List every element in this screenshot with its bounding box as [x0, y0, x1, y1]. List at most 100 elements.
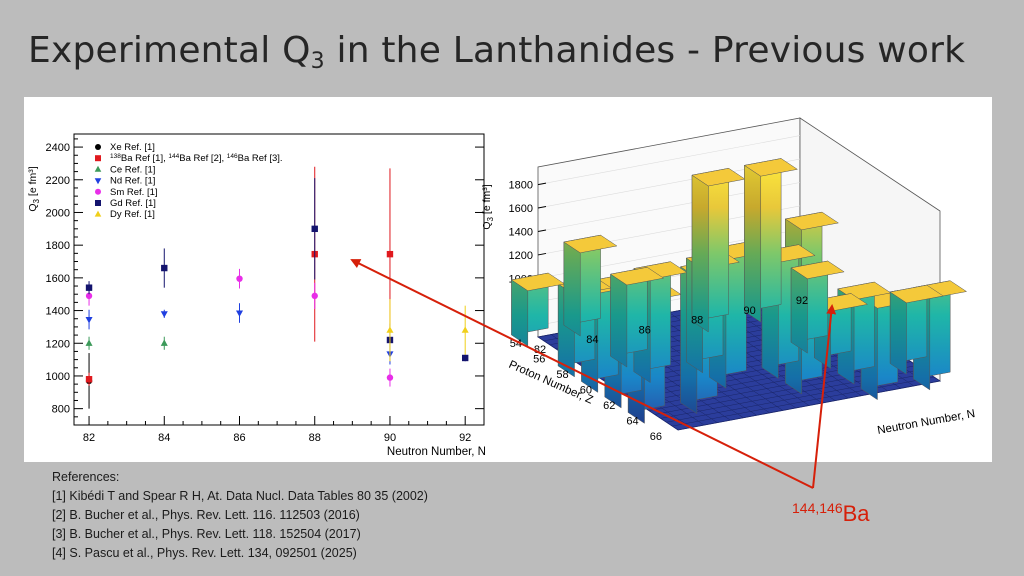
data-point-sm	[386, 374, 394, 381]
reference-item-1: [1] Kibédi T and Spear R H, At. Data Nuc…	[52, 489, 428, 503]
x-axis-label: Neutron Number, N	[387, 446, 486, 458]
data-point-gd	[311, 225, 318, 233]
data-point-sm	[311, 292, 318, 300]
figure-canvas: 800 1000 1200 1400 1600 1800 2000 2200 2400 82 84 8…	[27, 117, 976, 458]
n-axis-label: Neutron Number, N	[876, 408, 976, 437]
q3-axis-label-sub: 3	[486, 216, 495, 221]
bar-side-face	[889, 291, 907, 375]
data-point-nd	[85, 316, 93, 324]
n-tick-label: 86	[639, 324, 651, 336]
data-point-ce	[160, 339, 168, 346]
y-tick-label: 1200	[46, 338, 70, 350]
y-tick-label: 1600	[46, 273, 70, 285]
data-point-nd	[235, 310, 244, 317]
legend-marker	[95, 200, 101, 206]
legend-marker	[94, 178, 102, 185]
n-tick-label: 88	[691, 315, 703, 327]
z-tick-label: 62	[603, 400, 615, 412]
y-tick-label: 800	[52, 404, 70, 416]
data-point-dy	[386, 326, 394, 333]
x-tick-label: 90	[384, 432, 396, 444]
z-tick-label: 56	[533, 354, 545, 366]
slide-title: Experimental Q3 in the Lanthanides - Pre…	[28, 30, 965, 74]
x-tick-label: 92	[459, 432, 471, 444]
data-point-sm	[85, 292, 93, 300]
ba-mass-numbers: 144,146	[792, 500, 843, 516]
bar-top-face	[889, 284, 944, 304]
q-tick-label: 1400	[509, 226, 533, 238]
reference-item-4: [4] S. Pascu et al., Phys. Rev. Lett. 13…	[52, 546, 357, 560]
data-point-sm	[236, 275, 243, 282]
n-tick-label: 84	[586, 334, 598, 346]
bar-side-face	[691, 174, 709, 333]
data-point-gd	[161, 264, 168, 272]
data-point-ce	[85, 339, 93, 346]
legend-mass: 138	[110, 153, 121, 160]
legend-marker	[95, 144, 101, 150]
legend-entry: Sm Ref. [1]	[110, 187, 158, 198]
y-axis-label-q: Q	[27, 203, 39, 211]
bar-side-face	[511, 279, 529, 347]
data-point-ba	[85, 376, 93, 383]
figure-panel: 800 1000 1200 1400 1600 1800 2000 2200 2400 82 84 8…	[24, 97, 992, 462]
data-point-gd	[85, 284, 93, 291]
legend-text: Ba Ref [3].	[238, 153, 283, 164]
q-gridline	[537, 135, 801, 185]
data-point-ba	[386, 250, 394, 258]
legend-marker	[94, 210, 102, 217]
n-tick-label: 92	[796, 295, 808, 307]
x-tick-label: 84	[158, 432, 170, 444]
ba-element: Ba	[842, 501, 870, 526]
title-main: Experimental Q	[28, 30, 311, 71]
y-axis-label-sub: 3	[32, 198, 41, 203]
legend-entry: Ce Ref. [1]	[110, 164, 155, 175]
legend-text: Ba Ref [1],	[121, 153, 169, 164]
y-tick-label: 1800	[46, 240, 70, 252]
reference-item-2: [2] B. Bucher et al., Phys. Rev. Lett. 1…	[52, 508, 360, 522]
legend-entry: 138Ba Ref [1], 144Ba Ref [2], 146Ba Ref …	[110, 153, 283, 164]
y-tick-label: 1400	[46, 306, 70, 318]
z-tick-label: 54	[510, 338, 522, 350]
q3-axis-label-unit: [e fm³]	[481, 184, 493, 217]
legend-marker	[94, 165, 102, 172]
legend-entry: Xe Ref. [1]	[110, 142, 155, 153]
z-tick-label: 66	[650, 431, 662, 443]
bar-side-face	[610, 273, 628, 368]
bar-top-face	[743, 158, 799, 177]
q-tick	[537, 252, 547, 256]
bar3d-92-64	[889, 284, 944, 375]
q-tick	[537, 229, 547, 232]
bar-side-face	[744, 164, 762, 323]
legend-entry: Dy Ref. [1]	[110, 209, 155, 220]
q3-axis-label-q: Q	[481, 221, 493, 229]
q3-scatter-chart: 800 1000 1200 1400 1600 1800 2000 2200 2400 82 84 8…	[27, 133, 486, 458]
y-tick-label: 1000	[46, 371, 70, 383]
legend-entry: Gd Ref. [1]	[110, 198, 156, 209]
y-axis-label-unit: [e fm³]	[27, 166, 39, 199]
x-tick-label: 88	[309, 432, 321, 444]
legend-marker	[95, 188, 101, 195]
q-tick-label: 1200	[509, 250, 533, 262]
references-heading: References:	[52, 470, 120, 484]
y-tick-label: 2000	[46, 207, 70, 219]
title-rest: in the Lanthanides - Previous work	[324, 30, 966, 71]
bar-top-face	[784, 211, 840, 231]
bar-side-face	[563, 241, 581, 337]
bar-top-face	[563, 234, 618, 254]
y-tick-label: 2200	[46, 175, 70, 187]
title-subscript: 3	[310, 49, 325, 74]
data-point-dy	[461, 326, 469, 333]
q3-axis-label: Q3 [e fm³]	[481, 184, 495, 229]
q-tick-label: 1800	[509, 180, 533, 192]
data-point-gd	[461, 354, 469, 362]
legend-entry: Nd Ref. [1]	[110, 176, 155, 187]
q-tick-label: 1600	[509, 203, 533, 215]
references-block: References: [1] Kibédi T and Spear R H, …	[52, 468, 428, 563]
q-tick	[537, 182, 547, 186]
y-tick-label: 2400	[46, 142, 70, 154]
x-tick-label: 86	[233, 432, 245, 444]
reference-item-3: [3] B. Bucher et al., Phys. Rev. Lett. 1…	[52, 527, 361, 541]
legend-mass: 146	[227, 153, 238, 160]
q3-3d-bar-chart: 60080010001200140016001800Q3 [e fm³]8284…	[481, 117, 976, 443]
legend-text: Ba Ref [2],	[179, 153, 227, 164]
